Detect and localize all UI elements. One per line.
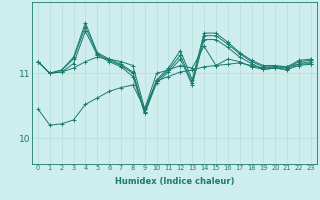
X-axis label: Humidex (Indice chaleur): Humidex (Indice chaleur) <box>115 177 234 186</box>
